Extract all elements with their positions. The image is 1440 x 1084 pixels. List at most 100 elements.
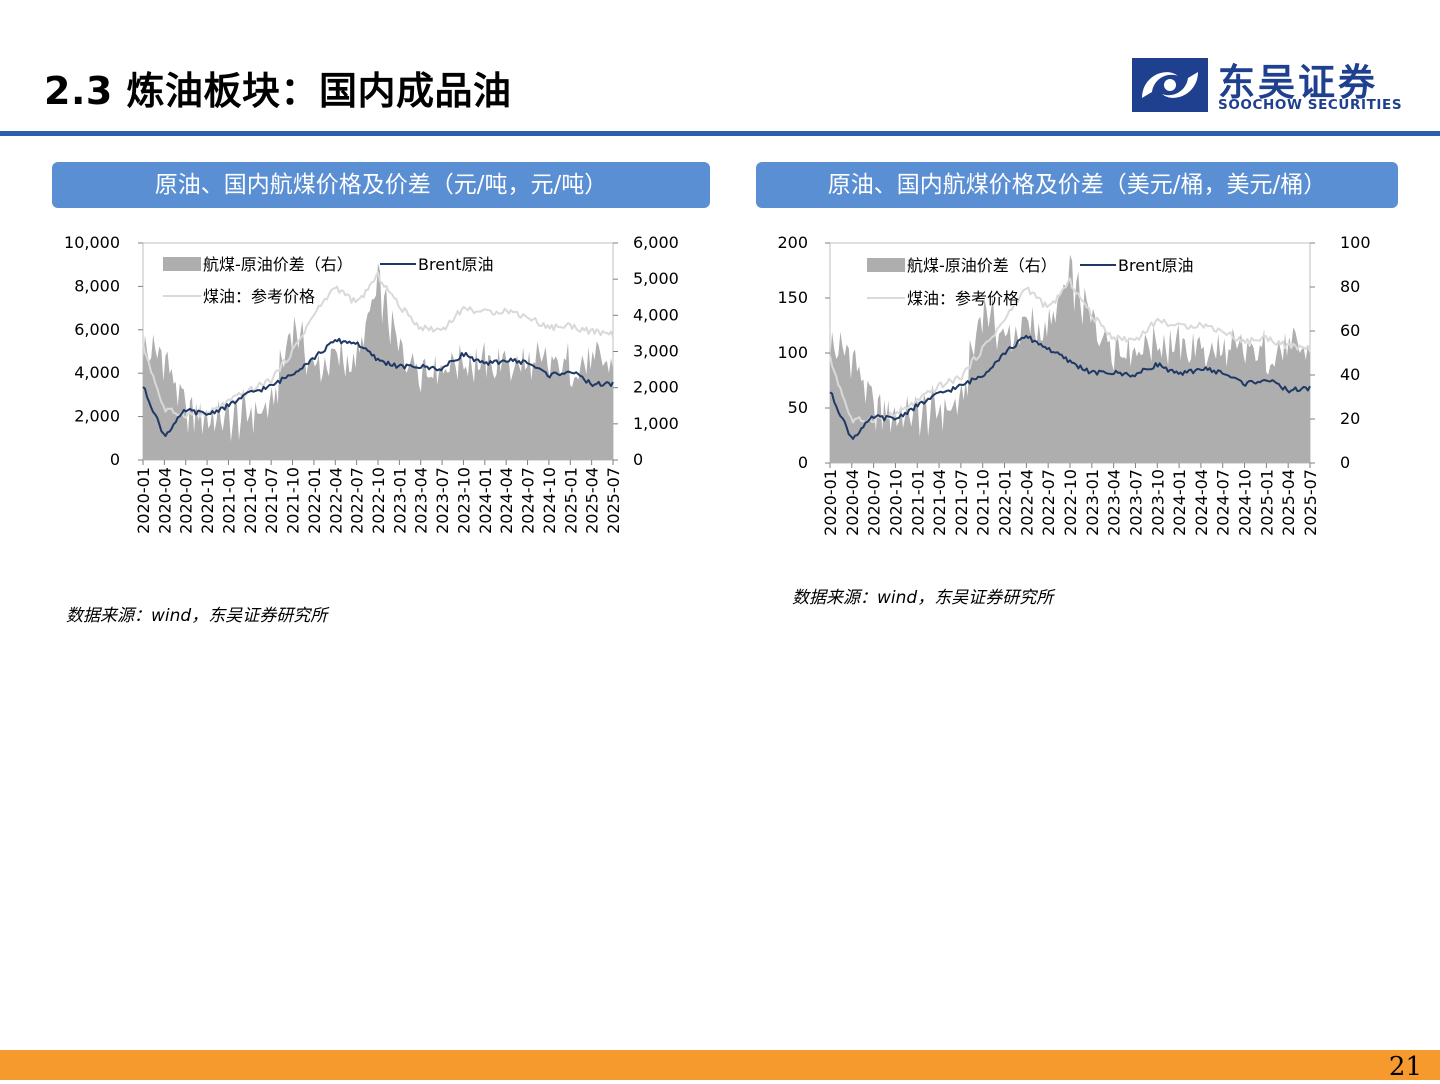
left-axis-tick-label: 50	[788, 398, 808, 417]
right-axis-tick-label: 40	[1340, 365, 1360, 384]
left-axis-tick-label: 200	[777, 233, 808, 252]
x-axis-tick-label: 2023-04	[412, 467, 431, 534]
x-axis-tick-label: 2022-07	[1039, 469, 1058, 536]
left-axis-tick-label: 0	[798, 453, 808, 472]
legend-label-brent: Brent原油	[1118, 256, 1193, 275]
left-axis-tick-label: 2,000	[74, 407, 120, 426]
left-axis-tick-label: 150	[777, 288, 808, 307]
x-axis-tick-label: 2025-04	[583, 467, 602, 534]
x-axis-tick-label: 2020-04	[155, 467, 174, 534]
right-axis-tick-label: 20	[1340, 409, 1360, 428]
x-axis-tick-label: 2021-10	[284, 467, 303, 534]
right-axis-tick-label: 60	[1340, 321, 1360, 340]
x-axis-tick-label: 2023-01	[390, 467, 409, 534]
series-area-spread	[830, 254, 1310, 463]
x-axis-tick-label: 2024-01	[1170, 469, 1189, 536]
right-axis-tick-label: 80	[1340, 277, 1360, 296]
legend-label-kerosene: 煤油：参考价格	[203, 287, 315, 306]
right-axis-tick-label: 1,000	[633, 414, 679, 433]
x-axis-tick-label: 2022-10	[1061, 469, 1080, 536]
right-axis-tick-label: 0	[1340, 453, 1350, 472]
x-axis-tick-label: 2023-07	[1126, 469, 1145, 536]
x-axis-tick-label: 2024-10	[540, 467, 559, 534]
x-axis-tick-label: 2023-04	[1105, 469, 1124, 536]
x-axis-tick-label: 2020-10	[886, 469, 905, 536]
chart-2-jet-fuel-usd: 0 50 100 150 200 0 20 40 60 80 100 2020-01 2020-04 20…	[760, 225, 1400, 555]
right-axis-tick-label: 0	[633, 450, 643, 469]
chart-1-header: 原油、国内航煤价格及价差（元/吨，元/吨）	[52, 162, 710, 208]
x-axis-tick-label: 2021-10	[974, 469, 993, 536]
x-axis-tick-label: 2023-07	[433, 467, 452, 534]
series-area-spread	[143, 263, 613, 460]
legend-label-kerosene: 煤油：参考价格	[907, 289, 1019, 308]
x-axis-tick-label: 2025-07	[1301, 469, 1320, 536]
x-axis-tick-label: 2023-10	[1148, 469, 1167, 536]
x-axis-tick-label: 2020-01	[134, 467, 153, 534]
x-axis-tick-label: 2023-01	[1083, 469, 1102, 536]
left-axis-tick-label: 4,000	[74, 363, 120, 382]
left-axis-tick-label: 100	[777, 343, 808, 362]
left-axis-tick-label: 10,000	[64, 233, 120, 252]
chart-2-header: 原油、国内航煤价格及价差（美元/桶，美元/桶）	[756, 162, 1398, 208]
x-axis-tick-label: 2021-01	[219, 467, 238, 534]
x-axis-tick-label: 2023-10	[454, 467, 473, 534]
series-line-kerosene	[142, 271, 614, 419]
chart-1-jet-fuel-cny: 0 2,000 4,000 6,000 8,000 10,000 0 1,000 2,000 3,…	[40, 225, 700, 555]
series-line-brent	[142, 337, 614, 437]
x-axis-tick-label: 2020-10	[198, 467, 217, 534]
x-axis-tick-label: 2020-01	[821, 469, 840, 536]
x-axis-tick-label: 2022-07	[348, 467, 367, 534]
chart-2-source: 数据来源：wind，东吴证券研究所	[792, 588, 1054, 608]
x-axis-tick-label: 2022-04	[326, 467, 345, 534]
logo-chinese-name: 东吴证券	[1218, 61, 1378, 104]
header-divider	[0, 131, 1440, 136]
right-axis-tick-label: 100	[1340, 233, 1371, 252]
chart-1-source: 数据来源：wind，东吴证券研究所	[66, 606, 328, 626]
footer-bar: 21	[0, 1050, 1440, 1082]
x-axis-tick-label: 2025-07	[604, 467, 623, 534]
x-axis-tick-label: 2020-07	[865, 469, 884, 536]
x-axis-tick-label: 2022-01	[996, 469, 1015, 536]
x-axis-tick-label: 2020-07	[177, 467, 196, 534]
logo-mark-icon	[1132, 58, 1208, 112]
x-axis-tick-label: 2024-01	[476, 467, 495, 534]
legend-label-spread: 航煤-原油价差（右）	[907, 256, 1057, 275]
right-axis-tick-label: 2,000	[633, 378, 679, 397]
right-axis-tick-label: 3,000	[633, 342, 679, 361]
x-axis-tick-label: 2021-07	[952, 469, 971, 536]
x-axis-tick-label: 2025-01	[1257, 469, 1276, 536]
left-axis-tick-label: 6,000	[74, 320, 120, 339]
chart-1-svg: 0 2,000 4,000 6,000 8,000 10,000 0 1,000 2,000 3,…	[64, 233, 679, 534]
x-axis-tick-label: 2022-10	[369, 467, 388, 534]
x-axis-tick-label: 2022-04	[1017, 469, 1036, 536]
company-logo: 东吴证券 SOOCHOW SECURITIES	[1132, 58, 1402, 114]
right-axis-tick-label: 6,000	[633, 233, 679, 252]
left-axis-tick-label: 0	[110, 450, 120, 469]
x-axis-tick-label: 2022-01	[305, 467, 324, 534]
x-axis-tick-label: 2025-01	[561, 467, 580, 534]
x-axis-tick-label: 2020-04	[843, 469, 862, 536]
legend-swatch-spread	[867, 258, 905, 272]
legend-label-brent: Brent原油	[418, 255, 493, 274]
series-line-kerosene	[829, 277, 1311, 424]
right-axis-tick-label: 5,000	[633, 269, 679, 288]
x-axis-tick-label: 2021-01	[908, 469, 927, 536]
legend-swatch-spread	[163, 257, 201, 271]
series-line-brent	[829, 334, 1311, 440]
x-axis-tick-label: 2024-04	[1192, 469, 1211, 536]
x-axis-tick-label: 2024-10	[1236, 469, 1255, 536]
x-axis-tick-label: 2021-04	[930, 469, 949, 536]
right-axis-tick-label: 4,000	[633, 305, 679, 324]
left-axis-tick-label: 8,000	[74, 276, 120, 295]
page-title: 2.3 炼油板块：国内成品油	[44, 69, 512, 113]
page-number: 21	[1388, 1052, 1422, 1082]
logo-english-name: SOOCHOW SECURITIES	[1218, 97, 1403, 113]
x-axis-tick-label: 2021-04	[241, 467, 260, 534]
x-axis-tick-label: 2024-04	[497, 467, 516, 534]
x-axis-tick-label: 2024-07	[1214, 469, 1233, 536]
x-axis-tick-label: 2021-07	[262, 467, 281, 534]
legend-label-spread: 航煤-原油价差（右）	[203, 255, 353, 274]
x-axis-tick-label: 2024-07	[519, 467, 538, 534]
x-axis-tick-label: 2025-04	[1279, 469, 1298, 536]
